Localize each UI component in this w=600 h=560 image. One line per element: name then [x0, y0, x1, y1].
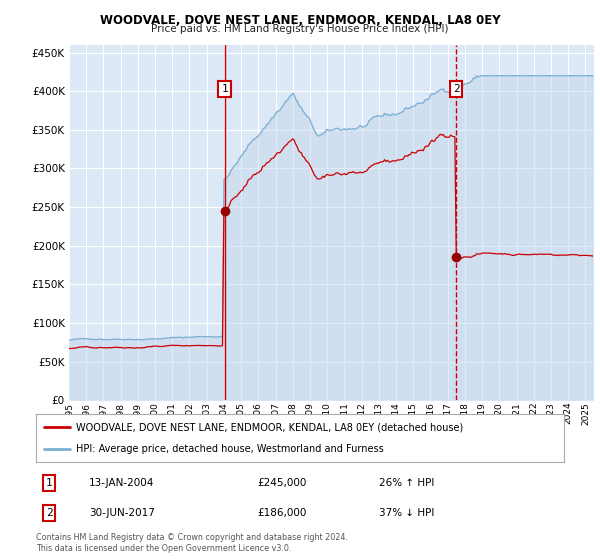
Text: 2: 2 [453, 84, 460, 94]
Text: Contains HM Land Registry data © Crown copyright and database right 2024.
This d: Contains HM Land Registry data © Crown c… [36, 533, 348, 553]
Text: £186,000: £186,000 [258, 508, 307, 518]
Text: HPI: Average price, detached house, Westmorland and Furness: HPI: Average price, detached house, West… [76, 444, 383, 454]
Text: 37% ↓ HPI: 37% ↓ HPI [379, 508, 434, 518]
Text: £245,000: £245,000 [258, 478, 307, 488]
Text: Price paid vs. HM Land Registry's House Price Index (HPI): Price paid vs. HM Land Registry's House … [151, 24, 449, 34]
Text: 1: 1 [221, 84, 228, 94]
Text: 1: 1 [46, 478, 53, 488]
Text: WOODVALE, DOVE NEST LANE, ENDMOOR, KENDAL, LA8 0EY (detached house): WOODVALE, DOVE NEST LANE, ENDMOOR, KENDA… [76, 422, 463, 432]
Text: WOODVALE, DOVE NEST LANE, ENDMOOR, KENDAL, LA8 0EY: WOODVALE, DOVE NEST LANE, ENDMOOR, KENDA… [100, 14, 500, 27]
Text: 26% ↑ HPI: 26% ↑ HPI [379, 478, 434, 488]
Text: 2: 2 [46, 508, 53, 518]
Text: 13-JAN-2004: 13-JAN-2004 [89, 478, 154, 488]
Text: 30-JUN-2017: 30-JUN-2017 [89, 508, 155, 518]
